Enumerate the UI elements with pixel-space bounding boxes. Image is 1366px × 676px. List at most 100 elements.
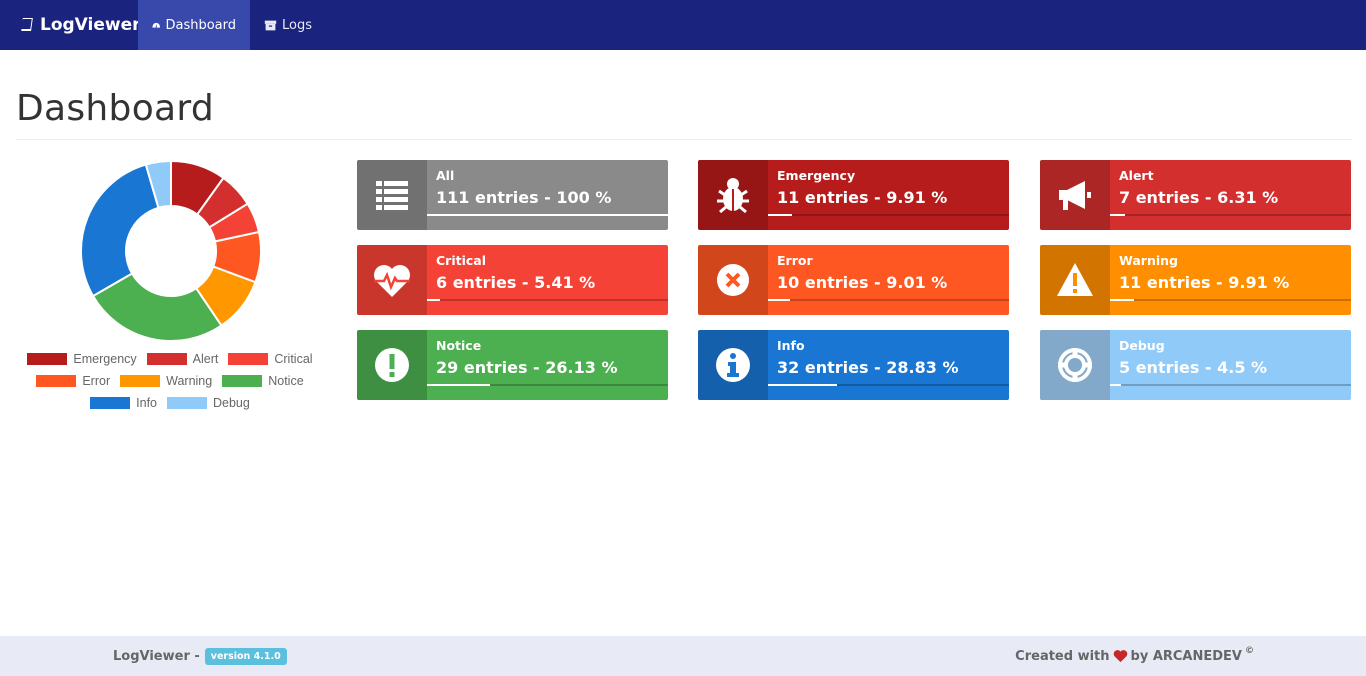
stat-progress (427, 384, 668, 386)
nav-dashboard-label: Dashboard (165, 17, 236, 33)
stat-progress (1110, 299, 1351, 301)
brand-label: LogViewer (40, 15, 141, 35)
stat-progress-fill (427, 214, 668, 216)
stat-value: 29 entries - 26.13 % (436, 358, 618, 377)
legend-row: Emergency Alert Critical (0, 348, 340, 370)
stat-value: 5 entries - 4.5 % (1119, 358, 1268, 377)
times-circle-icon (717, 264, 749, 296)
chart-slice-debug[interactable] (144, 160, 172, 210)
legend-swatch (228, 353, 269, 365)
footer: LogViewer - version 4.1.0 Created with b… (0, 636, 1366, 676)
stat-box-alert[interactable]: Alert 7 entries - 6.31 % (1040, 160, 1351, 230)
legend-label: Debug (213, 396, 250, 410)
stat-label: Emergency (777, 168, 856, 183)
stat-icon-wrap (698, 245, 768, 315)
stat-icon-wrap (1040, 330, 1110, 400)
list-icon (376, 181, 408, 210)
stat-value: 11 entries - 9.91 % (777, 188, 948, 207)
stat-progress-fill (1110, 384, 1121, 386)
legend-item-notice[interactable]: Notice (222, 374, 304, 388)
stat-label: Warning (1119, 253, 1178, 268)
chart-slice-info[interactable] (80, 163, 160, 298)
stat-label: Debug (1119, 338, 1165, 353)
footer-created-with: Created with (1015, 648, 1110, 664)
stat-box-warning[interactable]: Warning 11 entries - 9.91 % (1040, 245, 1351, 315)
stat-progress-fill (768, 299, 790, 301)
stat-icon-wrap (1040, 160, 1110, 230)
legend-item-debug[interactable]: Debug (167, 396, 250, 410)
exclamation-circle-icon (375, 348, 409, 382)
stat-icon-wrap (357, 245, 427, 315)
nav-logs[interactable]: Logs (250, 0, 326, 50)
stat-label: Alert (1119, 168, 1154, 183)
legend-item-info[interactable]: Info (90, 396, 157, 410)
legend-item-warning[interactable]: Warning (120, 374, 212, 388)
stat-box-debug[interactable]: Debug 5 entries - 4.5 % (1040, 330, 1351, 400)
legend-row: Error Warning Notice (0, 370, 340, 392)
stat-progress (1110, 214, 1351, 216)
stat-box-critical[interactable]: Critical 6 entries - 5.41 % (357, 245, 668, 315)
legend-swatch (222, 375, 263, 387)
stat-progress (1110, 384, 1351, 386)
legend-label: Critical (274, 352, 313, 366)
stat-progress-fill (1110, 214, 1126, 216)
stat-label: Error (777, 253, 813, 268)
legend-label: Info (136, 396, 157, 410)
stat-label: Info (777, 338, 805, 353)
heart-icon (1113, 650, 1127, 663)
stat-progress (768, 214, 1009, 216)
stat-progress-fill (768, 214, 792, 216)
legend-item-emergency[interactable]: Emergency (27, 352, 137, 366)
chart-slice-notice[interactable] (91, 272, 223, 342)
life-ring-icon (1058, 348, 1092, 382)
legend-label: Notice (268, 374, 304, 388)
book-icon (21, 18, 33, 31)
nav-logs-label: Logs (282, 17, 312, 33)
chart-legend: Emergency Alert Critical Error Warning Notic… (0, 348, 340, 414)
stat-box-all[interactable]: All 111 entries - 100 % (357, 160, 668, 230)
stat-progress-fill (1110, 299, 1134, 301)
footer-app-name: LogViewer - (113, 648, 200, 664)
info-circle-icon (716, 348, 750, 382)
legend-item-error[interactable]: Error (36, 374, 110, 388)
stat-box-error[interactable]: Error 10 entries - 9.01 % (698, 245, 1009, 315)
version-badge: version 4.1.0 (204, 647, 287, 665)
warning-icon (1057, 263, 1093, 296)
copyright-mark: © (1245, 646, 1254, 656)
stat-progress (427, 214, 668, 216)
legend-label: Emergency (73, 352, 137, 366)
bug-icon (717, 178, 749, 214)
legend-swatch (120, 375, 161, 387)
stat-box-info[interactable]: Info 32 entries - 28.83 % (698, 330, 1009, 400)
stat-value: 10 entries - 9.01 % (777, 273, 948, 292)
legend-row: Info Debug (0, 392, 340, 414)
footer-credits: Created with by ARCANEDEV © (1015, 636, 1254, 676)
stat-box-notice[interactable]: Notice 29 entries - 26.13 % (357, 330, 668, 400)
legend-swatch (167, 397, 207, 409)
nav-dashboard[interactable]: Dashboard (138, 0, 250, 50)
legend-swatch (36, 375, 77, 387)
legend-item-alert[interactable]: Alert (146, 352, 218, 366)
legend-item-critical[interactable]: Critical (228, 352, 313, 366)
stat-value: 7 entries - 6.31 % (1119, 188, 1279, 207)
legend-label: Warning (166, 374, 213, 388)
stat-progress-fill (427, 384, 490, 386)
stat-value: 32 entries - 28.83 % (777, 358, 959, 377)
stat-label: Critical (436, 253, 487, 268)
stat-value: 11 entries - 9.91 % (1119, 273, 1290, 292)
dashboard-icon (152, 22, 160, 28)
stat-progress-fill (427, 299, 441, 301)
stat-icon-wrap (1040, 245, 1110, 315)
legend-label: Error (82, 374, 111, 388)
stat-progress (427, 299, 668, 301)
archive-icon (264, 20, 277, 30)
brand-link[interactable]: LogViewer (18, 0, 141, 50)
legend-swatch (27, 353, 68, 365)
stat-box-emergency[interactable]: Emergency 11 entries - 9.91 % (698, 160, 1009, 230)
stat-label: All (436, 168, 455, 183)
levels-donut-chart (80, 160, 262, 342)
page-title: Dashboard (16, 88, 215, 129)
footer-author[interactable]: by ARCANEDEV (1130, 648, 1242, 664)
stat-icon-wrap (357, 160, 427, 230)
stat-icon-wrap (357, 330, 427, 400)
